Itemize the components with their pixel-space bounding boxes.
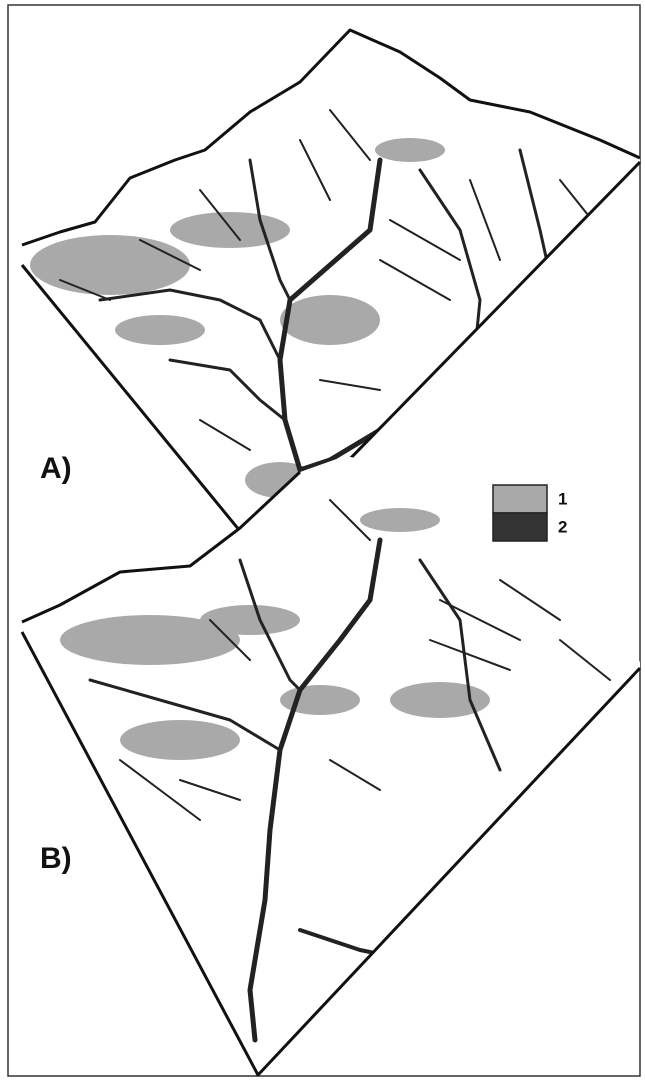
- class-1-area: [200, 605, 300, 635]
- class-1-area: [115, 315, 205, 345]
- class-1-area: [280, 295, 380, 345]
- class-1-area: [120, 720, 240, 760]
- page: {"panels": [{"label": "A)"}, {"label": "…: [0, 0, 645, 1081]
- legend-swatch: [493, 485, 547, 513]
- class-1-area: [375, 138, 445, 162]
- figure: A) B) 1 2: [0, 0, 645, 1081]
- panel-label: A): [40, 452, 72, 485]
- class-1-area: [170, 212, 290, 248]
- legend-label: 2: [558, 517, 567, 536]
- class-1-area: [360, 508, 440, 532]
- legend-label: 1: [558, 489, 567, 508]
- class-1-area: [30, 235, 190, 295]
- legend-swatch: [493, 513, 547, 541]
- panel-label: B): [40, 842, 72, 875]
